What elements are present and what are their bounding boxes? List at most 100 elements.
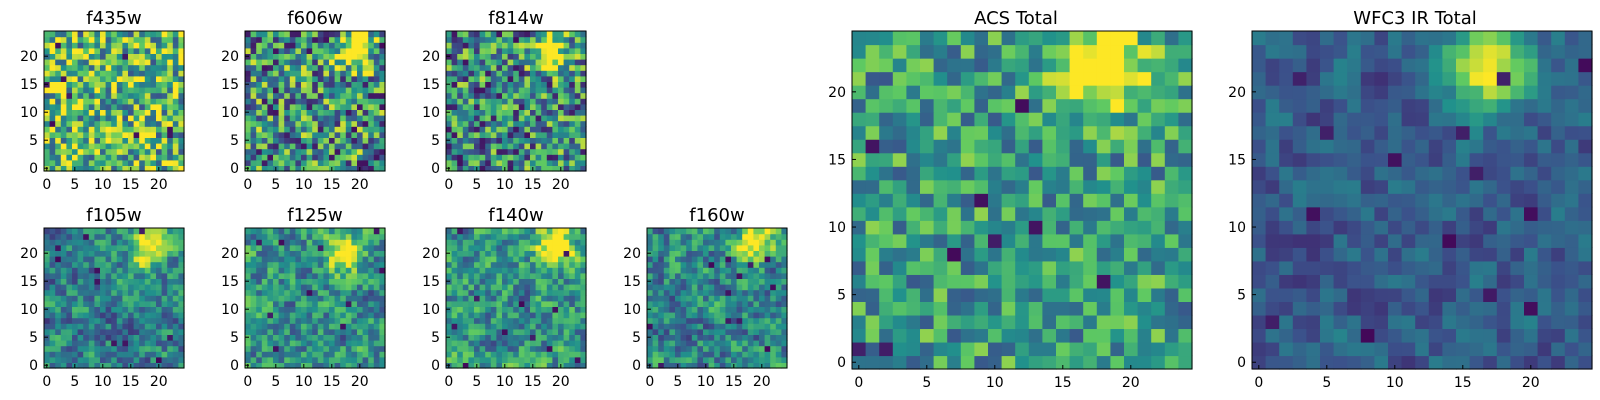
- heatmap-cell: [663, 295, 670, 302]
- heatmap-cell: [172, 75, 179, 82]
- heatmap-cell: [351, 53, 358, 60]
- heatmap-cell: [77, 53, 84, 60]
- heatmap-cell: [178, 300, 185, 307]
- heatmap-cell: [144, 109, 151, 116]
- heatmap-cell: [278, 250, 285, 257]
- y-tick-label: 5: [29, 330, 38, 346]
- heatmap-cell: [329, 126, 336, 133]
- heatmap-cell: [289, 70, 296, 77]
- heatmap-cell: [128, 233, 135, 240]
- heatmap-cell: [569, 340, 576, 347]
- heatmap-cell: [1110, 314, 1125, 330]
- heatmap-cell: [66, 250, 73, 257]
- heatmap-cell: [122, 284, 129, 291]
- heatmap-cell: [669, 317, 676, 324]
- heatmap-cell: [569, 103, 576, 110]
- heatmap-cell: [368, 256, 375, 263]
- heatmap-cell: [852, 139, 867, 154]
- heatmap-cell: [161, 120, 168, 127]
- heatmap-cell: [284, 228, 291, 235]
- heatmap-cell: [161, 103, 168, 110]
- heatmap-cell: [658, 317, 665, 324]
- heatmap-cell: [144, 267, 151, 274]
- heatmap-cell: [66, 328, 73, 335]
- heatmap-cell: [172, 239, 179, 246]
- heatmap-cell: [72, 31, 79, 38]
- heatmap-cell: [273, 120, 280, 127]
- heatmap-cell: [334, 267, 341, 274]
- heatmap-cell: [295, 98, 302, 105]
- heatmap-cell: [647, 267, 654, 274]
- heatmap-cell: [273, 351, 280, 358]
- heatmap-cell: [759, 300, 766, 307]
- heatmap-cell: [362, 42, 369, 49]
- heatmap-cell: [468, 87, 475, 94]
- heatmap-cell: [479, 323, 486, 330]
- heatmap-cell: [535, 42, 542, 49]
- heatmap-cell: [273, 356, 280, 363]
- heatmap-cell: [753, 323, 760, 330]
- heatmap-cell: [306, 300, 313, 307]
- heatmap-cell: [139, 159, 146, 166]
- heatmap-cell: [139, 115, 146, 122]
- heatmap-cell: [49, 278, 56, 285]
- heatmap-cell: [535, 289, 542, 296]
- heatmap-cell: [502, 328, 509, 335]
- heatmap-cell: [485, 143, 492, 150]
- heatmap-cell: [1001, 125, 1016, 140]
- heatmap-cell: [691, 233, 698, 240]
- heatmap-cell: [462, 267, 469, 274]
- heatmap-cell: [563, 81, 570, 88]
- heatmap-cell: [83, 256, 90, 263]
- heatmap-cell: [178, 109, 185, 116]
- heatmap-cell: [719, 306, 726, 313]
- heatmap-cell: [111, 300, 118, 307]
- heatmap-cell: [1124, 233, 1139, 248]
- heatmap-cell: [156, 131, 163, 138]
- heatmap-cell: [1083, 260, 1098, 275]
- heatmap-cell: [317, 340, 324, 347]
- heatmap-cell: [541, 75, 548, 82]
- heatmap-cell: [150, 351, 157, 358]
- heatmap-cell: [675, 345, 682, 352]
- heatmap-cell: [317, 312, 324, 319]
- heatmap-cell: [546, 261, 553, 268]
- heatmap-cell: [513, 143, 520, 150]
- heatmap-cell: [94, 244, 101, 251]
- heatmap-cell: [1083, 152, 1098, 167]
- heatmap-cell: [122, 334, 129, 341]
- heatmap-cell: [960, 152, 975, 167]
- heatmap-cell: [329, 159, 336, 166]
- heatmap-cell: [468, 120, 475, 127]
- heatmap-cell: [1028, 139, 1043, 154]
- heatmap-cell: [340, 75, 347, 82]
- heatmap-cell: [513, 126, 520, 133]
- heatmap-cell: [261, 75, 268, 82]
- heatmap-cell: [770, 306, 777, 313]
- heatmap-cell: [703, 289, 710, 296]
- heatmap-cell: [312, 148, 319, 155]
- heatmap-cell: [295, 92, 302, 99]
- heatmap-cell: [351, 239, 358, 246]
- heatmap-cell: [647, 284, 654, 291]
- heatmap-cell: [518, 272, 525, 279]
- heatmap-cell: [144, 126, 151, 133]
- heatmap-cell: [100, 256, 107, 263]
- heatmap-cell: [161, 328, 168, 335]
- heatmap-cell: [541, 351, 548, 358]
- heatmap-cell: [947, 233, 962, 248]
- heatmap-cell: [66, 340, 73, 347]
- heatmap-cell: [775, 323, 782, 330]
- heatmap-cell: [44, 351, 51, 358]
- heatmap-cell: [72, 295, 79, 302]
- heatmap-cell: [781, 334, 788, 341]
- heatmap-cell: [451, 312, 458, 319]
- heatmap-cell: [781, 250, 788, 257]
- heatmap-cell: [496, 36, 503, 43]
- heatmap-cell: [558, 267, 565, 274]
- heatmap-cell: [357, 300, 364, 307]
- heatmap-cell: [55, 261, 62, 268]
- heatmap-cell: [546, 81, 553, 88]
- heatmap-cell: [256, 272, 263, 279]
- heatmap-cell: [714, 295, 721, 302]
